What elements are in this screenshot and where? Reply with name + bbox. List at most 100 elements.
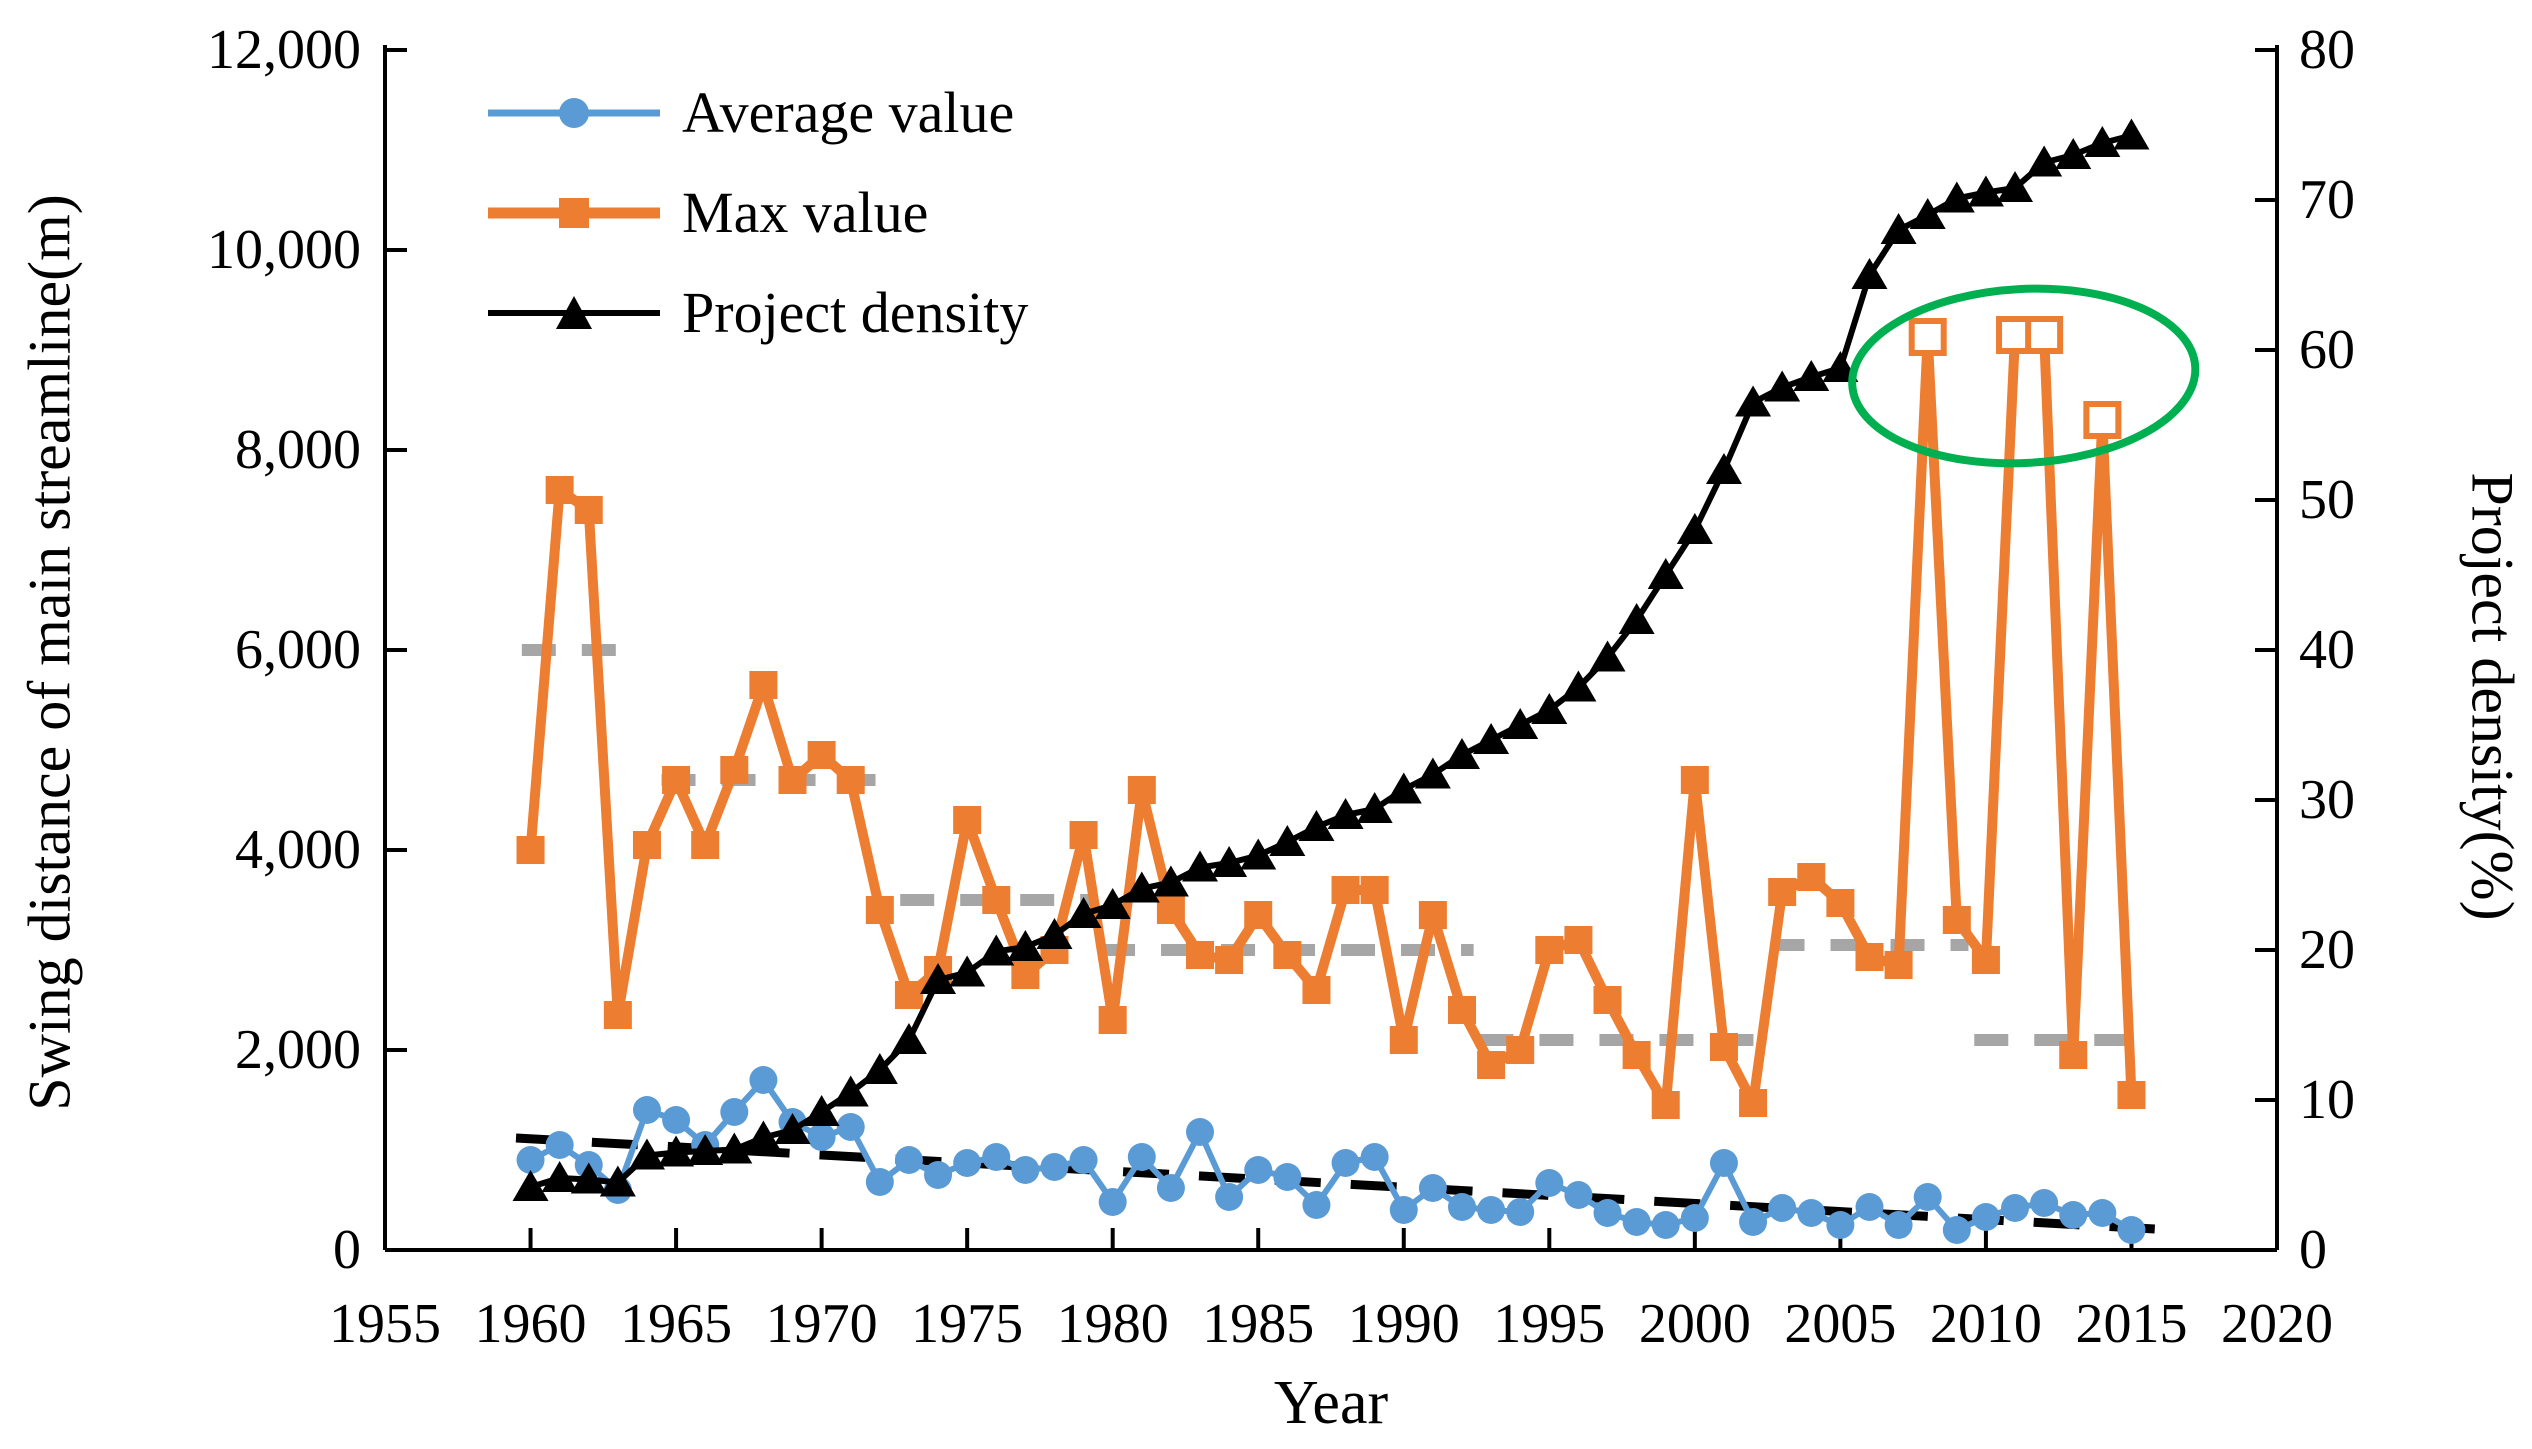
average-value-marker — [1884, 1211, 1913, 1239]
x-axis-title: Year — [1273, 1369, 1389, 1437]
project-density-marker — [1385, 772, 1422, 804]
average-value-marker — [2117, 1216, 2146, 1244]
max-value-marker — [1156, 896, 1185, 924]
max-value-marker — [865, 896, 894, 924]
y-left-tick-label: 8,000 — [235, 419, 361, 481]
average-value-marker — [1942, 1216, 1971, 1244]
y-right-tick-label: 40 — [2299, 619, 2355, 681]
project-density-marker — [1473, 723, 1510, 754]
average-value-marker — [1477, 1196, 1506, 1224]
project-density-marker — [1123, 871, 1160, 903]
max-value-marker — [1069, 821, 1098, 849]
max-value-marker — [749, 671, 778, 699]
x-tick-label: 2015 — [2075, 1293, 2187, 1355]
average-value-marker — [1506, 1198, 1535, 1226]
x-tick-label: 2010 — [1930, 1293, 2042, 1355]
project-density-marker — [2113, 118, 2150, 150]
project-density-marker — [1560, 670, 1597, 702]
average-value-marker — [1331, 1149, 1360, 1177]
average-value-marker — [516, 1146, 545, 1174]
average-value-marker — [1273, 1163, 1302, 1191]
max-value-marker — [1273, 941, 1302, 969]
project-density-marker — [949, 955, 986, 987]
average-value-marker — [2059, 1201, 2088, 1229]
project-density-marker — [1036, 918, 1073, 949]
average-value-marker — [1040, 1153, 1069, 1181]
project-density-marker — [1152, 865, 1189, 897]
legend-item-max-value: Max value — [486, 178, 1028, 248]
project-density-marker — [978, 934, 1015, 966]
y-right-axis-title: Project density(%) — [2459, 472, 2526, 921]
project-density-marker — [1793, 360, 1830, 391]
project-density-marker — [1589, 640, 1626, 672]
average-value-marker — [1797, 1199, 1826, 1227]
project-density-marker — [1531, 693, 1568, 724]
project-density-marker — [1094, 888, 1131, 919]
project-density-marker — [1880, 213, 1917, 244]
project-density-marker — [1997, 171, 2034, 202]
y-right-tick-label: 0 — [2299, 1219, 2327, 1281]
project-density-marker — [512, 1170, 549, 1201]
max-value-marker — [1244, 901, 1273, 929]
max-value-marker — [1331, 876, 1360, 904]
project-density-marker — [1647, 558, 1684, 589]
project-density-marker — [599, 1165, 636, 1197]
average-value-marker — [2030, 1189, 2059, 1217]
max-value-marker — [1826, 889, 1855, 917]
max-value-marker — [1739, 1089, 1768, 1117]
max-value-marker — [1215, 946, 1244, 974]
project-density-marker — [1618, 603, 1655, 634]
x-tick-label: 2005 — [1784, 1293, 1896, 1355]
project-density-marker — [2084, 126, 2121, 157]
y-right-tick-label: 30 — [2299, 769, 2355, 831]
project-density-marker — [1269, 825, 1306, 856]
max-value-marker — [2117, 1081, 2146, 1109]
average-value-marker — [632, 1096, 661, 1124]
average-trend-dashed-line — [515, 1133, 2155, 1234]
y-left-tick-label: 6,000 — [235, 619, 361, 681]
project-density-marker — [1327, 798, 1364, 829]
average-value-marker — [2088, 1199, 2117, 1227]
average-value-marker — [1739, 1208, 1768, 1236]
x-tick-label: 1995 — [1493, 1293, 1605, 1355]
max-value-marker — [778, 766, 807, 794]
max-value-marker — [1418, 901, 1447, 929]
average-value-marker — [1418, 1174, 1447, 1202]
max-value-marker — [1127, 776, 1156, 804]
x-tick-label: 1985 — [1202, 1293, 1314, 1355]
max-value-marker — [1477, 1051, 1506, 1079]
x-tick-label: 1975 — [911, 1293, 1023, 1355]
max-value-legend-marker-icon — [488, 198, 660, 228]
average-value-marker — [924, 1161, 953, 1189]
project-density-marker — [541, 1161, 578, 1192]
project-density-marker — [1851, 258, 1888, 289]
project-density-marker — [1938, 181, 1975, 213]
project-density-marker — [687, 1134, 724, 1165]
x-tick-label: 2020 — [2221, 1293, 2333, 1355]
max-value-marker — [1768, 878, 1797, 906]
max-value-marker — [1506, 1036, 1535, 1064]
project-density-marker — [1735, 385, 1772, 417]
max-value-marker — [720, 756, 749, 784]
average-value-marker — [1826, 1211, 1855, 1239]
max-value-marker — [1564, 926, 1593, 954]
max-value-marker — [1186, 941, 1215, 969]
max-value-marker — [807, 741, 836, 769]
max-value-marker — [516, 836, 545, 864]
average-value-marker — [1302, 1191, 1331, 1219]
project-density-marker — [1240, 838, 1277, 870]
project-density-marker — [745, 1120, 782, 1152]
x-tick-label: 1960 — [475, 1293, 587, 1355]
max-value-marker — [1098, 1006, 1127, 1034]
max-value-marker — [1680, 766, 1709, 794]
average-value-marker — [1389, 1196, 1418, 1224]
average-value-marker — [1709, 1149, 1738, 1177]
y-right-tick-label: 10 — [2299, 1069, 2355, 1131]
y-left-tick-label: 10,000 — [207, 219, 361, 281]
project-density-marker — [1502, 708, 1539, 739]
max-value-open-marker — [2083, 401, 2122, 439]
average-value-marker — [1768, 1194, 1797, 1222]
average-value-marker — [1156, 1174, 1185, 1202]
